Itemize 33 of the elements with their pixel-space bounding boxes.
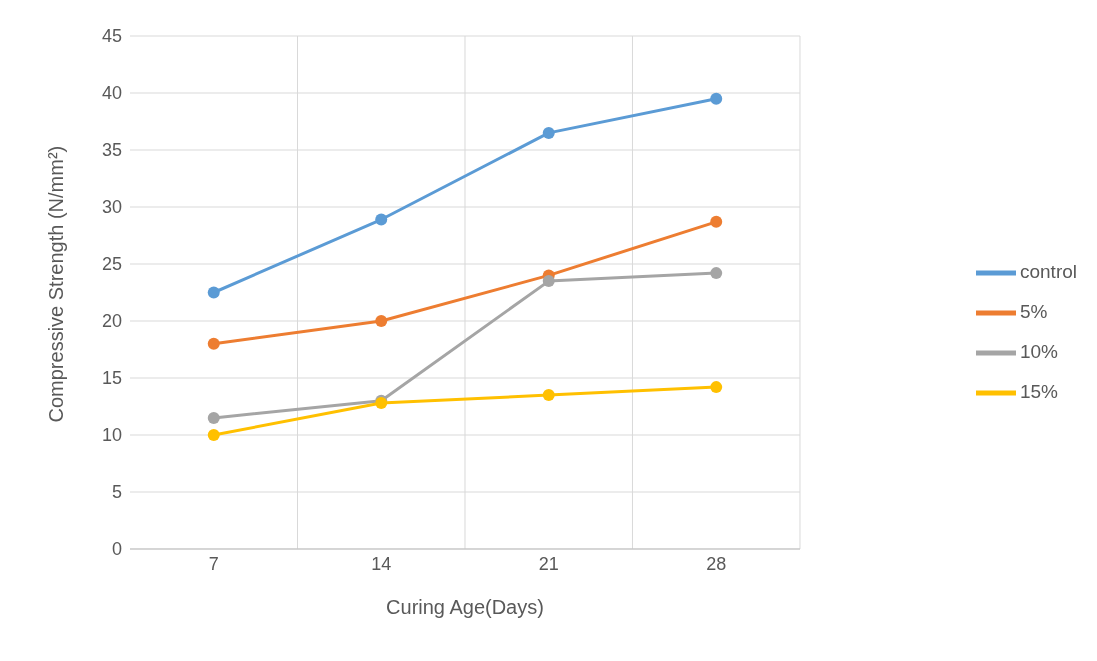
point xyxy=(710,267,723,280)
point xyxy=(207,286,220,299)
legend-label: 5% xyxy=(1019,301,1048,323)
point xyxy=(207,337,220,350)
y-tick-label: 35 xyxy=(101,140,122,161)
x-tick-label: 7 xyxy=(208,553,219,574)
legend-label: 15% xyxy=(1019,381,1058,403)
point xyxy=(207,411,220,424)
y-tick-label: 40 xyxy=(101,83,122,104)
y-tick-label: 0 xyxy=(111,539,122,560)
y-tick-label: 20 xyxy=(101,311,122,332)
point xyxy=(375,213,388,226)
point xyxy=(710,381,723,394)
legend-label: control xyxy=(1019,261,1077,283)
y-tick-label: 15 xyxy=(101,368,122,389)
point xyxy=(542,275,555,288)
y-axis-title: Compressive Strength (N/mm²) xyxy=(45,145,68,423)
y-tick-label: 25 xyxy=(101,254,122,275)
x-tick-label: 28 xyxy=(706,553,727,574)
point xyxy=(207,429,220,441)
point xyxy=(375,315,388,327)
point xyxy=(710,215,723,228)
y-tick-label: 10 xyxy=(101,425,122,446)
point xyxy=(542,126,555,139)
y-tick-label: 30 xyxy=(101,197,122,218)
point xyxy=(710,92,723,105)
x-axis-title: Curing Age(Days) xyxy=(386,596,544,618)
y-tick-label: 45 xyxy=(101,26,122,47)
x-tick-label: 21 xyxy=(538,553,559,574)
y-tick-label: 5 xyxy=(111,482,122,503)
point xyxy=(542,389,555,402)
x-tick-label: 14 xyxy=(371,553,392,574)
legend-label: 10% xyxy=(1019,341,1058,363)
